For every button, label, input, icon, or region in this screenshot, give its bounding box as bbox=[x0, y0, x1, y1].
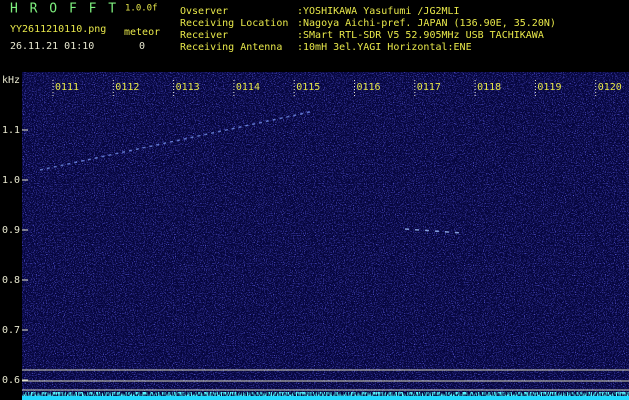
info-value: :SMart RTL-SDR V5 52.905MHz USB TACHIKAW… bbox=[297, 30, 544, 41]
unit-label: kHz bbox=[2, 75, 20, 86]
level-band bbox=[22, 396, 629, 400]
time-label: 0120 bbox=[598, 82, 622, 93]
freq-tick-label: 0.7 bbox=[2, 325, 20, 336]
file-name: YY2611210110.png bbox=[10, 24, 106, 35]
time-label: 0113 bbox=[176, 82, 200, 93]
info-value: :Nagoya Aichi-pref. JAPAN (136.90E, 35.2… bbox=[297, 18, 556, 29]
time-label: 0119 bbox=[537, 82, 561, 93]
info-label: Ovserver bbox=[180, 6, 228, 17]
freq-tick-label: 0.9 bbox=[2, 225, 20, 236]
time-label: 0116 bbox=[357, 82, 381, 93]
version: 1.0.0f bbox=[125, 4, 158, 14]
info-label: Receiving Antenna bbox=[180, 42, 282, 53]
noise bbox=[22, 72, 629, 392]
info-label: Receiving Location bbox=[180, 18, 288, 29]
time-label: 0115 bbox=[296, 82, 320, 93]
time-label: 0114 bbox=[236, 82, 260, 93]
freq-tick-label: 0.6 bbox=[2, 375, 20, 386]
time-label: 0118 bbox=[477, 82, 501, 93]
freq-tick-label: 1.1 bbox=[2, 125, 20, 136]
app-name: H R O F F T bbox=[10, 2, 118, 17]
header-bg bbox=[0, 0, 629, 72]
info-value: :YOSHIKAWA Yasufumi /JG2MLI bbox=[297, 6, 460, 17]
info-label: Receiver bbox=[180, 30, 228, 41]
datetime: 26.11.21 01:10 bbox=[10, 41, 94, 52]
freq-tick-label: 1.0 bbox=[2, 175, 20, 186]
time-label: 0112 bbox=[115, 82, 139, 93]
meteor-count: 0 bbox=[139, 41, 145, 52]
time-label: 0117 bbox=[417, 82, 441, 93]
time-label: 0111 bbox=[55, 82, 79, 93]
freq-tick-label: 0.8 bbox=[2, 275, 20, 286]
meteor-label: meteor bbox=[124, 27, 160, 38]
info-value: :10mH 3el.YAGI Horizontal:ENE bbox=[297, 42, 472, 53]
